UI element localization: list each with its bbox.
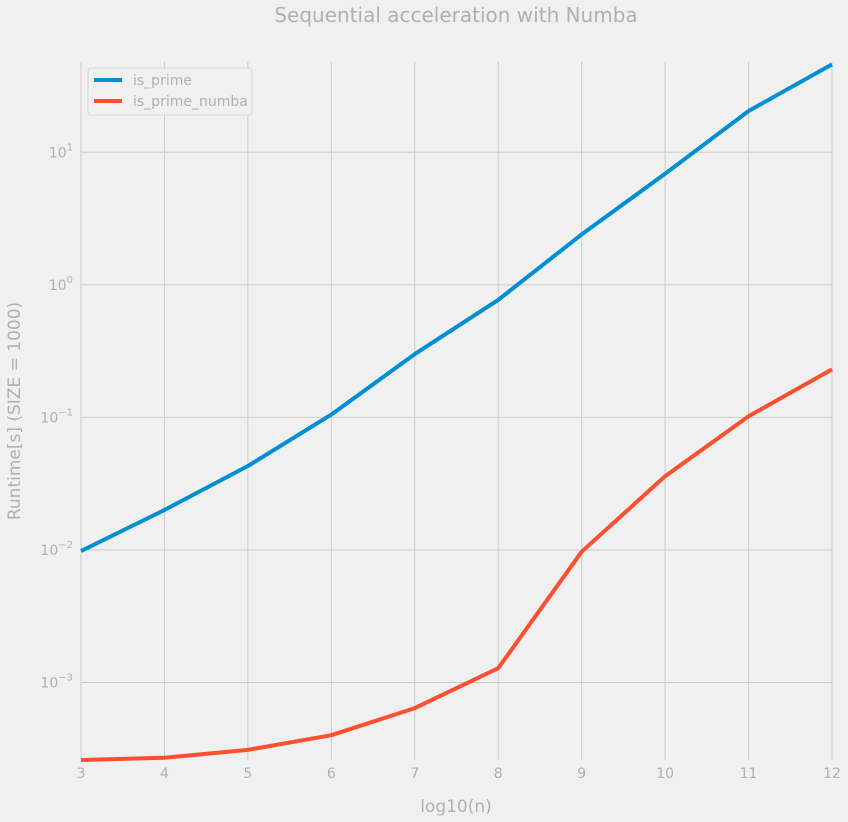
y-tick-exponent: 1 <box>67 142 73 153</box>
x-tick-label: 11 <box>740 766 758 782</box>
x-tick-label: 8 <box>494 766 503 782</box>
legend-label-is-prime: is_prime <box>133 73 192 89</box>
y-tick-label: 101 <box>49 142 73 161</box>
y-tick-label: 100 <box>49 275 73 294</box>
y-tick-base: 10 <box>40 543 58 559</box>
x-tick-label: 7 <box>410 766 419 782</box>
x-tick-label: 12 <box>823 766 841 782</box>
y-axis-label: Runtime[s] (SIZE = 1000) <box>5 302 25 520</box>
y-tick-base: 10 <box>40 675 58 691</box>
y-tick-base: 10 <box>49 145 67 161</box>
series-line-is-prime-numba <box>80 367 833 762</box>
y-tick-label: 10−3 <box>40 672 73 691</box>
chart-title: Sequential acceleration with Numba <box>274 3 637 27</box>
series-line-is-prime <box>80 62 833 553</box>
legend-label-is-prime-numba: is_prime_numba <box>133 94 248 110</box>
y-tick-base: 10 <box>40 410 58 426</box>
x-tick-label: 3 <box>77 766 86 782</box>
y-tick-exponent: −2 <box>58 540 73 551</box>
grid-lines <box>80 62 833 760</box>
x-tick-label: 9 <box>577 766 586 782</box>
x-tick-label: 6 <box>327 766 336 782</box>
y-tick-label: 10−2 <box>40 540 73 559</box>
y-tick-exponent: 0 <box>67 275 73 286</box>
x-tick-label: 10 <box>656 766 674 782</box>
x-axis-label: log10(n) <box>420 797 492 817</box>
y-tick-base: 10 <box>49 278 67 294</box>
legend: is_prime is_prime_numba <box>87 67 253 116</box>
series-lines <box>80 62 833 762</box>
y-tick-exponent: −1 <box>58 407 73 418</box>
y-tick-exponent: −3 <box>58 672 73 683</box>
y-tick-label: 10−1 <box>40 407 73 426</box>
x-tick-label: 4 <box>160 766 169 782</box>
x-tick-label: 5 <box>243 766 252 782</box>
legend-box <box>87 67 253 116</box>
